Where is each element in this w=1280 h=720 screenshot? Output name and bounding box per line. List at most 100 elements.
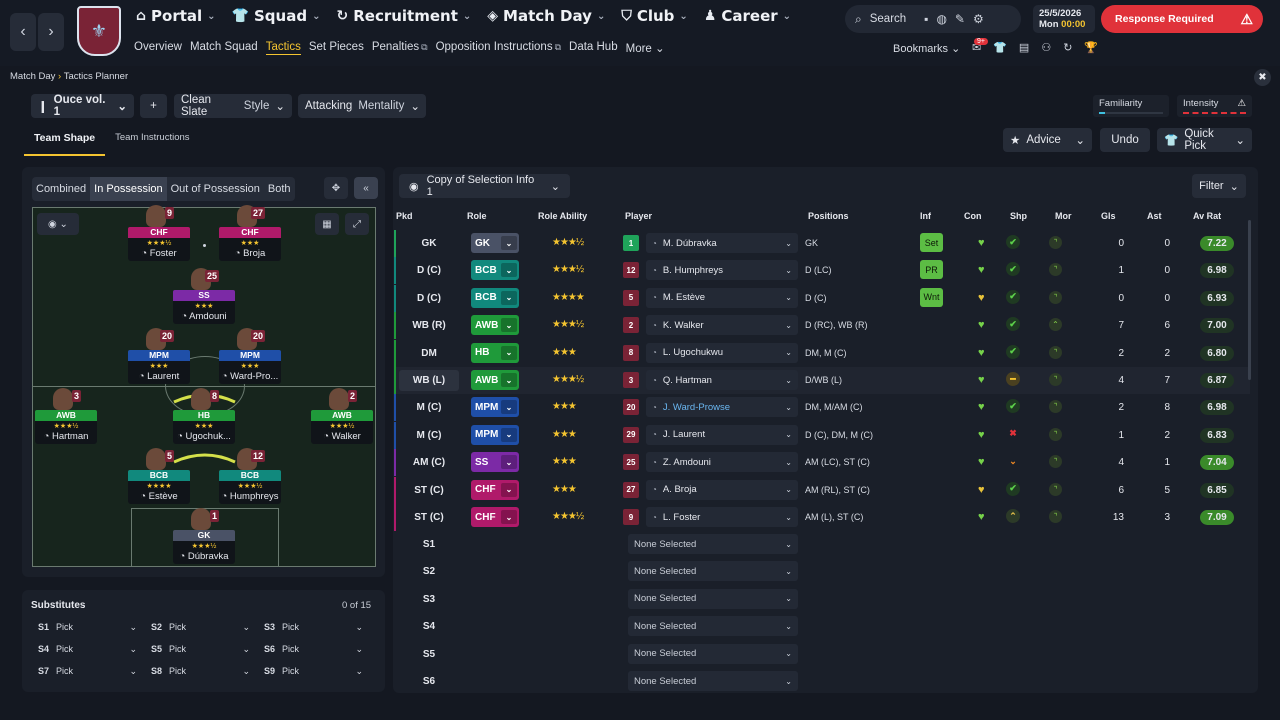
role-selector[interactable]: MPM ⌄ bbox=[471, 424, 519, 445]
sub-slot[interactable]: S4 Pick ⌄ bbox=[38, 641, 151, 657]
picked-position[interactable]: GK bbox=[421, 238, 437, 249]
sub-slot[interactable]: S7 Pick ⌄ bbox=[38, 663, 151, 679]
table-row[interactable]: D (C) BCB ⌄ ★★★★ 5 ◔ M. Estève ⌄ D (C) Wnt ♥ ✔ ⌝ 0 0 6.… bbox=[394, 284, 1250, 312]
player-selector[interactable]: ◔ L. Foster ⌄ bbox=[646, 507, 798, 527]
nav-squad[interactable]: 👕 Squad ⌄ bbox=[232, 7, 321, 25]
player-selector[interactable]: ◔ B. Humphreys ⌄ bbox=[646, 260, 798, 281]
role-selector[interactable]: CHF ⌄ bbox=[471, 479, 519, 500]
tab-team-shape[interactable]: Team Shape bbox=[24, 127, 106, 156]
sub-slot[interactable]: S5 Pick ⌄ bbox=[151, 641, 264, 657]
phase-combined[interactable]: Combined bbox=[36, 183, 87, 195]
tactic-selector[interactable]: ❙ Ouce vol. 1 ⌄ bbox=[31, 94, 134, 118]
picked-position[interactable]: ST (C) bbox=[414, 512, 444, 523]
breadcrumb-match-day[interactable]: Match Day bbox=[10, 71, 56, 82]
back-button[interactable]: ‹ bbox=[10, 13, 36, 51]
player-selector[interactable]: ◔ Q. Hartman ⌄ bbox=[646, 370, 798, 390]
picked-position[interactable]: D (C) bbox=[417, 265, 441, 277]
col-inf[interactable]: Inf bbox=[920, 211, 931, 221]
inbox-icon[interactable]: ✉ bbox=[972, 42, 982, 54]
col-role[interactable]: Role bbox=[467, 211, 487, 221]
phase-both[interactable]: Both bbox=[267, 183, 291, 195]
subnav-opposition-instructions[interactable]: Opposition Instructions ⧉ bbox=[436, 41, 561, 55]
table-row[interactable]: M (C) MPM ⌄ ★★★ 20 ◔ J. Ward-Prowse ⌄ DM, M/AM (… bbox=[394, 394, 1250, 422]
sub-table-row[interactable]: S1 None Selected ⌄ bbox=[394, 531, 1250, 558]
table-row[interactable]: AM (C) SS ⌄ ★★★ 25 ◔ Z. Amdouni ⌄ AM (LC), ST (C… bbox=[394, 449, 1250, 477]
picked-position[interactable]: WB (R) bbox=[412, 320, 446, 332]
network-icon[interactable]: ⚇ bbox=[1041, 42, 1052, 54]
sub-slot[interactable]: S8 Pick ⌄ bbox=[151, 663, 264, 679]
player-card[interactable]: 27 CHF ★★★ ◔ Broja bbox=[219, 205, 281, 261]
player-card[interactable]: 20 MPM ★★★ ◔ Ward-Pro... bbox=[219, 328, 281, 384]
nav-match-day[interactable]: ◈ Match Day ⌄ bbox=[487, 7, 605, 25]
player-selector[interactable]: ◔ A. Broja ⌄ bbox=[646, 479, 798, 500]
nav-career[interactable]: ♟ Career ⌄ bbox=[704, 7, 791, 25]
advice-button[interactable]: ★ Advice ⌄ bbox=[1003, 128, 1092, 152]
sub-player-selector[interactable]: None Selected ⌄ bbox=[628, 671, 798, 691]
table-row[interactable]: ST (C) CHF ⌄ ★★★ 27 ◔ A. Broja ⌄ AM (RL), ST (C)… bbox=[394, 476, 1250, 504]
role-selector[interactable]: SS ⌄ bbox=[471, 452, 519, 473]
subnav-tactics[interactable]: Tactics bbox=[265, 41, 301, 55]
sub-table-row[interactable]: S6 None Selected ⌄ bbox=[394, 668, 1250, 695]
picked-position[interactable]: AM (C) bbox=[412, 457, 446, 469]
col-ast[interactable]: Ast bbox=[1147, 211, 1162, 221]
player-selector[interactable]: ◔ Z. Amdouni ⌄ bbox=[646, 452, 798, 473]
quick-pick-button[interactable]: 👕 Quick Pick ⌄ bbox=[1157, 128, 1252, 152]
sub-table-row[interactable]: S2 None Selected ⌄ bbox=[394, 558, 1250, 585]
expand-icon[interactable]: ⤢ bbox=[345, 213, 369, 235]
table-row[interactable]: GK GK ⌄ ★★★½ 1 ◔ M. Dúbravka ⌄ GK Set ♥ ✔ ⌝ 0 0 7.22 bbox=[394, 230, 1250, 257]
picked-position[interactable]: DM bbox=[421, 347, 437, 359]
col-player[interactable]: Player bbox=[625, 211, 653, 221]
filter-button[interactable]: Filter ⌄ bbox=[1192, 174, 1246, 198]
role-selector[interactable]: AWB ⌄ bbox=[471, 315, 519, 336]
selection-dropdown[interactable]: ◉ Copy of Selection Info 1 ⌄ bbox=[399, 174, 570, 198]
sub-slot[interactable]: S1 Pick ⌄ bbox=[38, 619, 151, 635]
trophy-icon[interactable]: 🏆 bbox=[1084, 42, 1099, 54]
tab-team-instructions[interactable]: Team Instructions bbox=[115, 132, 190, 143]
sub-table-row[interactable]: S4 None Selected ⌄ bbox=[394, 613, 1250, 640]
intensity-meter[interactable]: Intensity ⚠ bbox=[1177, 95, 1252, 117]
sub-table-row[interactable]: S5 None Selected ⌄ bbox=[394, 641, 1250, 668]
undo-button[interactable]: Undo bbox=[1100, 128, 1150, 152]
collapse-icon[interactable]: « bbox=[354, 177, 378, 199]
col-shp[interactable]: Shp bbox=[1010, 211, 1027, 221]
role-selector[interactable]: GK ⌄ bbox=[471, 233, 519, 253]
player-card[interactable]: 5 BCB ★★★★ ◔ Estève bbox=[128, 448, 190, 504]
col-av-rat[interactable]: Av Rat bbox=[1193, 211, 1222, 221]
sub-player-selector[interactable]: None Selected ⌄ bbox=[628, 561, 798, 582]
bookmark-icon[interactable]: ▪ bbox=[924, 12, 929, 26]
player-selector[interactable]: ◔ L. Ugochukwu ⌄ bbox=[646, 342, 798, 363]
sub-slot[interactable]: S2 Pick ⌄ bbox=[151, 619, 264, 635]
subnav-penalties[interactable]: Penalties ⧉ bbox=[372, 41, 428, 55]
picked-position[interactable]: ST (C) bbox=[414, 484, 444, 496]
edit-icon[interactable]: ✎ bbox=[954, 12, 965, 26]
search-bar[interactable]: ⌕ Search ▪ ◍ ✎ ⚙ bbox=[845, 5, 1021, 33]
nav-recruitment[interactable]: ↻ Recruitment ⌄ bbox=[336, 7, 471, 25]
role-selector[interactable]: AWB ⌄ bbox=[471, 370, 519, 390]
phase-in-possession[interactable]: In Possession bbox=[90, 177, 167, 201]
date-display[interactable]: 25/5/2026 Mon 00:00 bbox=[1033, 5, 1095, 33]
familiarity-meter[interactable]: Familiarity bbox=[1093, 95, 1169, 117]
sub-table-row[interactable]: S3 None Selected ⌄ bbox=[394, 586, 1250, 613]
add-tactic-button[interactable]: + bbox=[140, 94, 167, 118]
style-selector[interactable]: Clean Slate Style ⌄ bbox=[174, 94, 292, 118]
role-selector[interactable]: BCB ⌄ bbox=[471, 260, 519, 281]
sub-slot[interactable]: S6 Pick ⌄ bbox=[264, 641, 377, 657]
player-card[interactable]: 3 AWB ★★★½ ◔ Hartman bbox=[35, 388, 97, 444]
mentality-selector[interactable]: Attacking Mentality ⌄ bbox=[298, 94, 426, 118]
player-selector[interactable]: ◔ M. Estève ⌄ bbox=[646, 287, 798, 308]
player-selector[interactable]: ◔ J. Ward-Prowse ⌄ bbox=[646, 397, 798, 418]
picked-position[interactable]: D (C) bbox=[417, 292, 441, 304]
close-icon[interactable]: ✖ bbox=[1254, 69, 1271, 86]
player-selector[interactable]: ◔ M. Dúbravka ⌄ bbox=[646, 233, 798, 253]
col-mor[interactable]: Mor bbox=[1055, 211, 1072, 221]
bookmarks-menu[interactable]: Bookmarks ⌄ bbox=[893, 42, 960, 55]
subnav-match-squad[interactable]: Match Squad bbox=[189, 41, 258, 53]
picked-position[interactable]: M (C) bbox=[416, 402, 442, 414]
eye-icon[interactable]: ◉ ⌄ bbox=[37, 213, 79, 235]
table-row[interactable]: WB (R) AWB ⌄ ★★★½ 2 ◔ K. Walker ⌄ D (RC), WB (R)… bbox=[394, 312, 1250, 340]
sub-slot[interactable]: S3 Pick ⌄ bbox=[264, 619, 377, 635]
sub-player-selector[interactable]: None Selected ⌄ bbox=[628, 643, 798, 664]
table-row[interactable]: M (C) MPM ⌄ ★★★ 29 ◔ J. Laurent ⌄ D (C), DM, M (… bbox=[394, 421, 1250, 449]
sub-player-selector[interactable]: None Selected ⌄ bbox=[628, 616, 798, 637]
nav-portal[interactable]: ⌂ Portal ⌄ bbox=[136, 7, 216, 25]
